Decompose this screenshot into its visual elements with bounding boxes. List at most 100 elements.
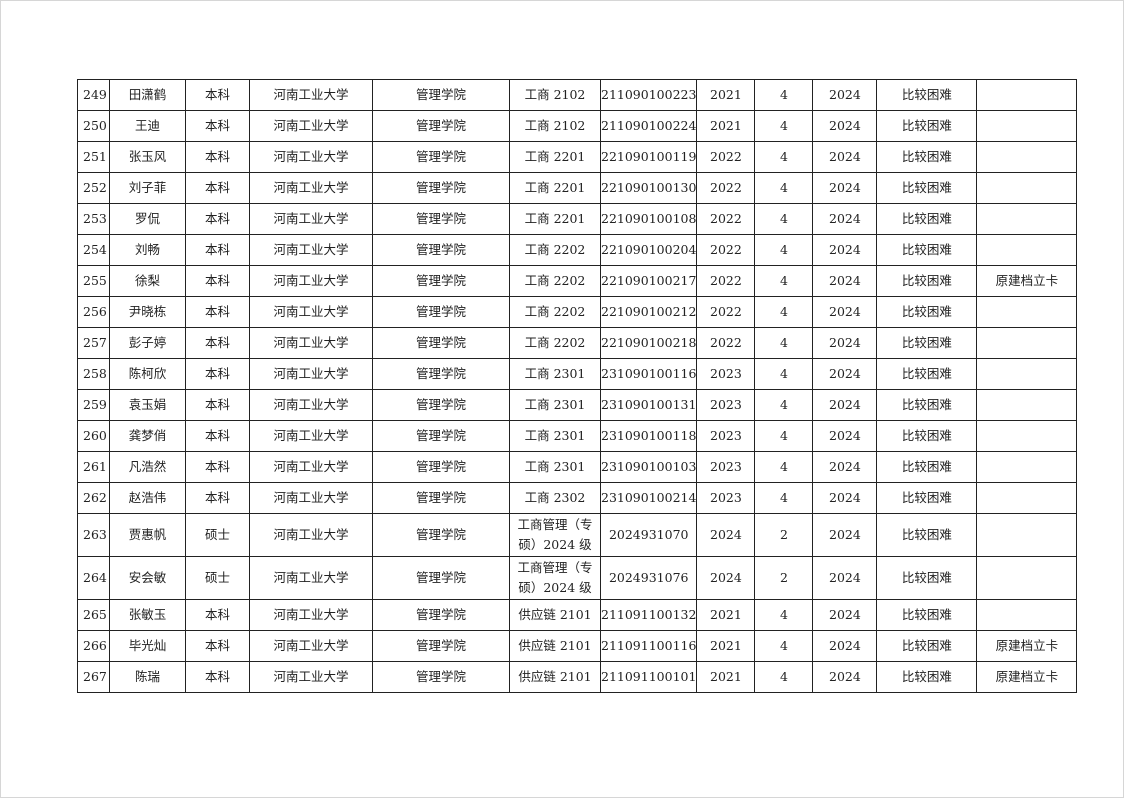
college-cell: 管理学院 xyxy=(372,482,510,514)
row-number-cell: 250 xyxy=(77,110,110,142)
degree-level-cell: 本科 xyxy=(185,141,250,173)
row-number-cell: 261 xyxy=(77,451,110,483)
enrollment-year-cell: 2022 xyxy=(696,296,756,328)
student-id-cell: 211091100101 xyxy=(599,661,698,693)
note-cell xyxy=(976,389,1078,421)
college-cell: 管理学院 xyxy=(372,327,510,359)
student-name-cell: 凡浩然 xyxy=(109,451,186,483)
row-number-cell: 251 xyxy=(77,141,110,173)
year-cell: 2024 xyxy=(812,327,878,359)
row-number-cell: 258 xyxy=(77,358,110,390)
difficulty-level-cell: 比较困难 xyxy=(876,234,978,266)
student-name-cell: 张玉风 xyxy=(109,141,186,173)
student-id-cell: 211091100116 xyxy=(599,630,698,662)
college-cell: 管理学院 xyxy=(372,420,510,452)
row-number-cell: 249 xyxy=(77,79,110,111)
enrollment-year-cell: 2024 xyxy=(696,556,756,600)
note-cell xyxy=(976,451,1078,483)
row-number-cell: 260 xyxy=(77,420,110,452)
class-name-cell: 工商 2302 xyxy=(509,482,601,514)
student-name-cell: 龚梦俏 xyxy=(109,420,186,452)
degree-level-cell: 本科 xyxy=(185,79,250,111)
note-cell xyxy=(976,203,1078,235)
student-name-cell: 彭子婷 xyxy=(109,327,186,359)
enrollment-year-cell: 2023 xyxy=(696,358,756,390)
table-row: 263 贾惠帆 硕士 河南工业大学 管理学院 工商管理（专硕）2024 级 20249310… xyxy=(77,513,1078,557)
difficulty-level-cell: 比较困难 xyxy=(876,327,978,359)
university-cell: 河南工业大学 xyxy=(249,661,373,693)
program-length-cell: 2 xyxy=(754,513,814,557)
university-cell: 河南工业大学 xyxy=(249,389,373,421)
table-row: 262 赵浩伟 本科 河南工业大学 管理学院 工商 2302 231090100214 202… xyxy=(77,482,1078,514)
row-number-cell: 254 xyxy=(77,234,110,266)
university-cell: 河南工业大学 xyxy=(249,265,373,297)
college-cell: 管理学院 xyxy=(372,203,510,235)
difficulty-level-cell: 比较困难 xyxy=(876,203,978,235)
row-number-cell: 257 xyxy=(77,327,110,359)
year-cell: 2024 xyxy=(812,296,878,328)
class-name-cell: 工商 2201 xyxy=(509,172,601,204)
row-number-cell: 267 xyxy=(77,661,110,693)
year-cell: 2024 xyxy=(812,420,878,452)
program-length-cell: 4 xyxy=(754,661,814,693)
note-cell: 原建档立卡 xyxy=(976,265,1078,297)
note-cell xyxy=(976,420,1078,452)
year-cell: 2024 xyxy=(812,513,878,557)
program-length-cell: 4 xyxy=(754,451,814,483)
difficulty-level-cell: 比较困难 xyxy=(876,172,978,204)
college-cell: 管理学院 xyxy=(372,513,510,557)
college-cell: 管理学院 xyxy=(372,556,510,600)
difficulty-level-cell: 比较困难 xyxy=(876,556,978,600)
college-cell: 管理学院 xyxy=(372,296,510,328)
college-cell: 管理学院 xyxy=(372,599,510,631)
degree-level-cell: 本科 xyxy=(185,358,250,390)
degree-level-cell: 本科 xyxy=(185,327,250,359)
table-row: 267 陈瑞 本科 河南工业大学 管理学院 供应链 2101 211091100101 202… xyxy=(77,661,1078,693)
row-number-cell: 255 xyxy=(77,265,110,297)
year-cell: 2024 xyxy=(812,482,878,514)
student-id-cell: 221090100130 xyxy=(599,172,698,204)
program-length-cell: 4 xyxy=(754,389,814,421)
table-row: 264 安会敏 硕士 河南工业大学 管理学院 工商管理（专硕）2024 级 20249310… xyxy=(77,556,1078,600)
degree-level-cell: 本科 xyxy=(185,451,250,483)
enrollment-year-cell: 2022 xyxy=(696,265,756,297)
degree-level-cell: 本科 xyxy=(185,482,250,514)
enrollment-year-cell: 2022 xyxy=(696,327,756,359)
program-length-cell: 4 xyxy=(754,599,814,631)
difficulty-level-cell: 比较困难 xyxy=(876,451,978,483)
note-cell xyxy=(976,482,1078,514)
table-row: 265 张敏玉 本科 河南工业大学 管理学院 供应链 2101 211091100132 20… xyxy=(77,599,1078,631)
college-cell: 管理学院 xyxy=(372,389,510,421)
program-length-cell: 4 xyxy=(754,79,814,111)
student-name-cell: 张敏玉 xyxy=(109,599,186,631)
student-id-cell: 221090100204 xyxy=(599,234,698,266)
student-name-cell: 赵浩伟 xyxy=(109,482,186,514)
table-row: 250 王迪 本科 河南工业大学 管理学院 工商 2102 211090100224 2021… xyxy=(77,110,1078,142)
table-row: 255 徐梨 本科 河南工业大学 管理学院 工商 2202 221090100217 2022… xyxy=(77,265,1078,297)
degree-level-cell: 本科 xyxy=(185,389,250,421)
class-name-cell: 工商 2301 xyxy=(509,358,601,390)
college-cell: 管理学院 xyxy=(372,451,510,483)
student-name-cell: 袁玉娟 xyxy=(109,389,186,421)
table-row: 257 彭子婷 本科 河南工业大学 管理学院 工商 2202 221090100218 202… xyxy=(77,327,1078,359)
degree-level-cell: 硕士 xyxy=(185,556,250,600)
degree-level-cell: 本科 xyxy=(185,420,250,452)
row-number-cell: 259 xyxy=(77,389,110,421)
year-cell: 2024 xyxy=(812,661,878,693)
table-row: 259 袁玉娟 本科 河南工业大学 管理学院 工商 2301 231090100131 202… xyxy=(77,389,1078,421)
table-row: 260 龚梦俏 本科 河南工业大学 管理学院 工商 2301 231090100118 202… xyxy=(77,420,1078,452)
class-name-cell: 供应链 2101 xyxy=(509,599,601,631)
class-name-cell: 工商 2201 xyxy=(509,141,601,173)
table-row: 249 田潇鹤 本科 河南工业大学 管理学院 工商 2102 211090100223 202… xyxy=(77,79,1078,111)
table-row: 251 张玉风 本科 河南工业大学 管理学院 工商 2201 221090100119 202… xyxy=(77,141,1078,173)
college-cell: 管理学院 xyxy=(372,110,510,142)
year-cell: 2024 xyxy=(812,599,878,631)
student-id-cell: 221090100108 xyxy=(599,203,698,235)
student-table: 249 田潇鹤 本科 河南工业大学 管理学院 工商 2102 211090100223 202… xyxy=(77,79,1078,693)
student-id-cell: 221090100218 xyxy=(599,327,698,359)
university-cell: 河南工业大学 xyxy=(249,79,373,111)
enrollment-year-cell: 2021 xyxy=(696,110,756,142)
university-cell: 河南工业大学 xyxy=(249,358,373,390)
program-length-cell: 4 xyxy=(754,482,814,514)
enrollment-year-cell: 2022 xyxy=(696,172,756,204)
